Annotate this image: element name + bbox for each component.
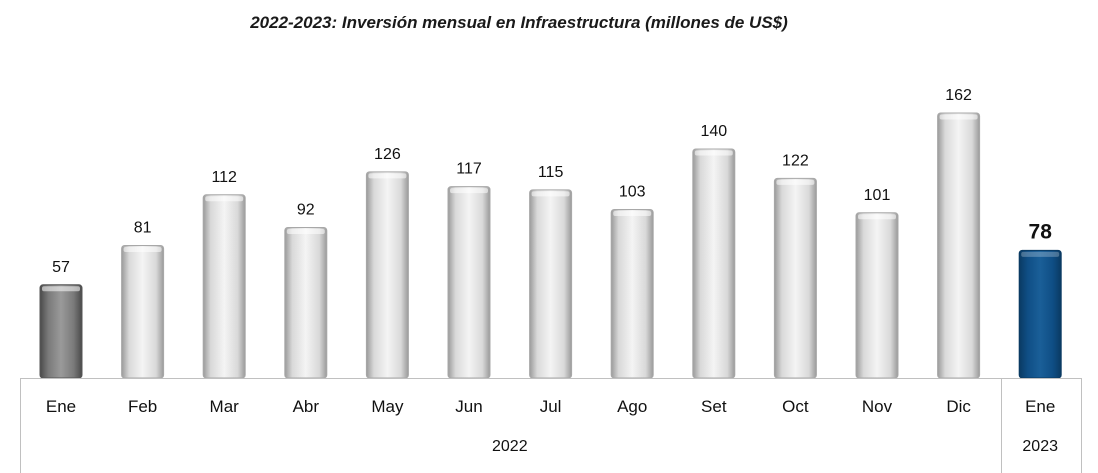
- bar-9-bevel: [694, 150, 733, 156]
- bar-2: [121, 245, 165, 379]
- bar-11-bevel: [858, 214, 896, 220]
- x-tick-label-13: Ene: [1025, 397, 1055, 416]
- bar-3-bevel: [205, 196, 244, 202]
- x-tick-label-4: Abr: [293, 397, 320, 416]
- bar-8: [610, 209, 654, 379]
- value-label-8: 103: [619, 184, 646, 201]
- bar-7-bevel: [531, 191, 570, 197]
- bar-2-bevel: [123, 247, 162, 252]
- year-label-2022: 2022: [492, 438, 528, 455]
- year-label-2023: 2023: [1022, 438, 1058, 455]
- value-label-6: 117: [456, 161, 482, 178]
- value-labels-layer: 57 81 112 92 126 117 115 103 140 122 101 162 78: [52, 87, 1052, 276]
- bar-10-bevel: [776, 179, 815, 185]
- bar-11: [855, 212, 899, 379]
- bar-13: [1018, 249, 1062, 379]
- bar-3: [202, 194, 246, 379]
- value-label-13: 78: [1029, 220, 1053, 243]
- value-label-11: 101: [864, 187, 891, 204]
- bar-5: [365, 171, 409, 379]
- bar-8-bevel: [613, 211, 652, 216]
- value-label-2: 81: [134, 220, 152, 237]
- x-tick-label-6: Jun: [455, 397, 482, 416]
- bar-1: [39, 284, 83, 379]
- value-label-9: 140: [700, 123, 727, 140]
- bar-12: [937, 112, 981, 379]
- bar-1-bevel: [42, 286, 80, 292]
- x-tick-label-7: Jul: [540, 397, 562, 416]
- bar-10: [773, 177, 817, 379]
- bar-4-bevel: [286, 229, 325, 234]
- bar-4: [284, 227, 328, 379]
- bar-6: [447, 186, 491, 379]
- value-label-3: 112: [211, 169, 237, 186]
- bar-9: [692, 148, 736, 379]
- value-label-5: 126: [374, 146, 401, 163]
- bar-7: [529, 189, 573, 379]
- value-label-4: 92: [297, 202, 315, 219]
- value-label-10: 122: [782, 152, 809, 169]
- bar-5-bevel: [368, 173, 407, 179]
- x-tick-labels-layer: Ene Feb Mar Abr May Jun Jul Ago Set Oct Nov Dic Ene: [46, 397, 1055, 416]
- value-label-1: 57: [52, 259, 70, 276]
- value-label-12: 162: [945, 87, 972, 104]
- bar-13-bevel: [1021, 251, 1060, 257]
- bars-layer: [39, 112, 1062, 379]
- year-group-labels-layer: 2022 2023: [492, 438, 1058, 455]
- x-tick-label-1: Ene: [46, 397, 76, 416]
- chart-title: 2022-2023: Inversión mensual en Infraest…: [249, 13, 788, 32]
- x-tick-label-9: Set: [701, 397, 727, 416]
- x-tick-label-11: Nov: [862, 397, 893, 416]
- x-tick-label-12: Dic: [946, 397, 971, 416]
- x-tick-label-8: Ago: [617, 397, 647, 416]
- value-label-7: 115: [538, 164, 564, 181]
- bar-12-bevel: [939, 114, 978, 120]
- x-tick-label-5: May: [371, 397, 404, 416]
- x-tick-label-10: Oct: [782, 397, 809, 416]
- x-tick-label-2: Feb: [128, 397, 157, 416]
- bar-6-bevel: [450, 188, 488, 194]
- x-tick-label-3: Mar: [210, 397, 240, 416]
